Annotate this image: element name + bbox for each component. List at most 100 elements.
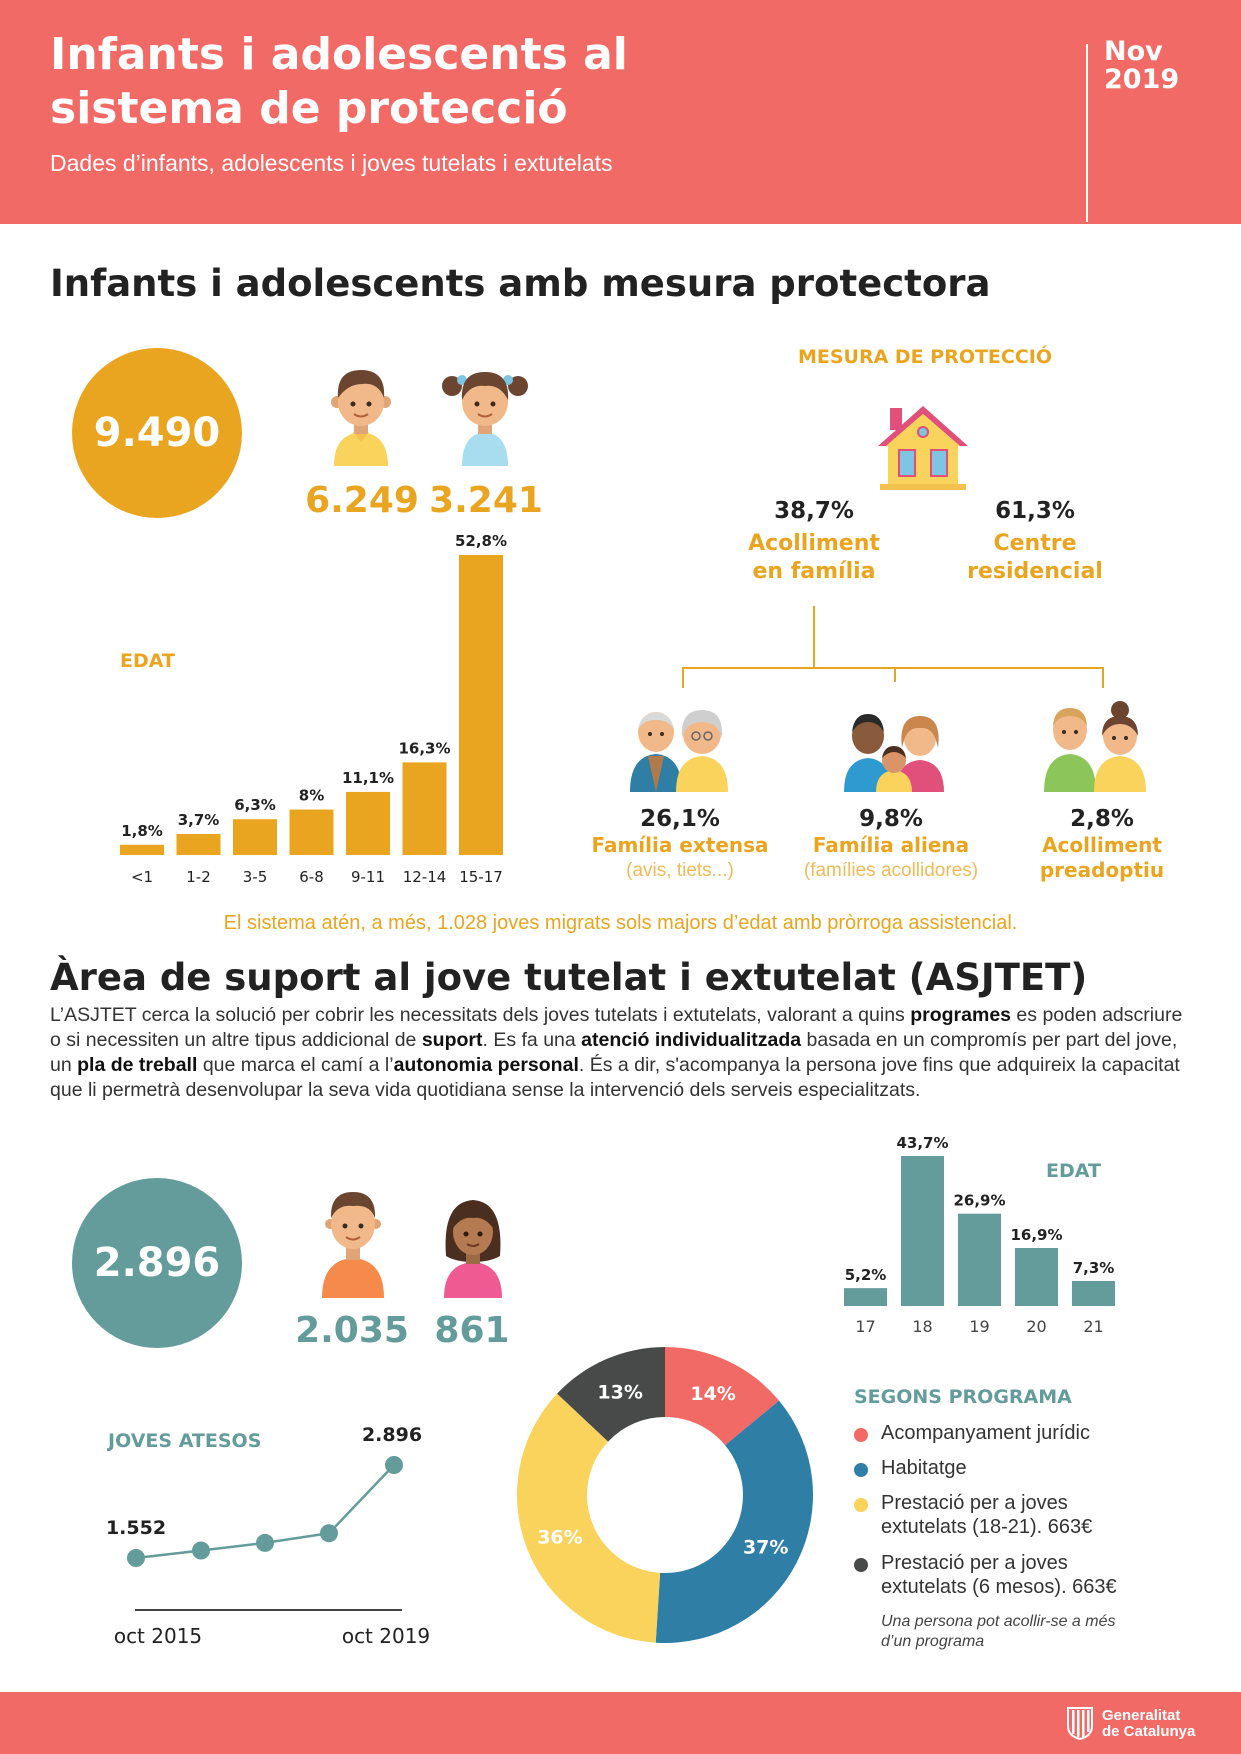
extended-family-label: Família extensa [591,833,769,857]
para-text-4: basada en un compromís per part del jove… [50,1029,1178,1076]
youth-age-bar-18 [901,1156,944,1306]
para-bold-programes: programes [910,1004,1012,1026]
preadoptive-label-1: Acolliment [1042,833,1162,857]
age-bar-9-11 [346,791,390,855]
legend-item-prestacio-6m: Prestació per a joves extutelats (6 meso… [881,1551,1117,1599]
legend-note: Una persona pot acollir-se a més d’un pr… [881,1612,1116,1652]
legend-dot-prestacio-6m [854,1558,868,1572]
age-bar-15-17 [459,555,503,855]
residential-label-1: Centre [993,531,1077,556]
donut-label-prestacio-18-21: 36% [537,1527,582,1549]
preadoptive-label: Acolliment preadoptiu [1012,833,1192,883]
age-bar-1-2 [176,833,221,855]
legend-item-habitatge: Habitatge [881,1456,967,1480]
boys-count: 6.249 [305,480,419,521]
foster-family-note: (famílies acollidores) [803,860,979,881]
youth-age-bar-label-20: 16,9% [1010,1226,1062,1244]
foster-family-label: Família aliena [812,833,970,857]
age-bar-label-15-17: 52,8% [455,532,507,550]
legend-dot-prestacio-18-21 [854,1498,868,1512]
asjtet-description: L’ASJTET cerca la solució per cobrir les… [50,1003,1190,1103]
girls-count: 3.241 [429,480,543,521]
para-text-1: L’ASJTET cerca la solució per cobrir les… [50,1004,911,1026]
migrants-note: El sistema atén, a més, 1.028 joves migr… [223,912,1018,934]
legend-habitatge-label: Habitatge [881,1457,967,1479]
family-care-label: Acolliment en família [724,530,904,586]
donut-slice-habitatge [655,1400,813,1643]
joves-atesos-label-start: 1.552 [106,1517,166,1539]
header-banner: Infants i adolescents al sistema de prot… [0,0,1241,224]
age-tick-3-5: 3-5 [243,868,268,886]
program-legend-title: SEGONS PROGRAMA [854,1386,1072,1408]
page-subtitle: Dades d’infants, adolescents i joves tut… [50,150,613,176]
age-chart-label: EDAT [120,650,175,672]
page-title: Infants i adolescents al sistema de prot… [50,29,628,134]
age-chart2-label: EDAT [1046,1160,1101,1182]
age-bar-chart-svg: 1,8% <1 3,7% 1-2 6,3% 3-5 8% 6-8 11,1% 9-11 16,3% 1… [120,532,507,886]
young-women-count: 861 [434,1310,510,1351]
age-tick-15-17: 15-17 [459,868,503,886]
girl-icon [442,372,528,466]
family-care-label-2: en família [752,559,876,584]
joves-atesos-x-end: oct 2019 [342,1624,430,1648]
generalitat-logo-text: Generalitat de Catalunya [1102,1708,1195,1740]
youth-age-bar-20 [1015,1247,1058,1306]
header-date: Nov 2019 [1104,38,1179,94]
youth-age-bar-label-21: 7,3% [1073,1259,1115,1277]
boy-icon [331,370,391,466]
family-tree-connector [682,606,1104,688]
youth-age-tick-20: 20 [1026,1317,1046,1336]
age-bar-6-8 [289,809,334,855]
residential-label: Centre residencial [945,530,1125,586]
age-bar-label-9-11: 11,1% [342,769,394,787]
para-text-5: que marca el camí a l’ [197,1054,394,1076]
young-men-count: 2.035 [295,1310,409,1351]
donut-slice-prestacio-6m [557,1347,665,1442]
joves-atesos-x-start: oct 2015 [114,1624,202,1648]
age-bar-label-6-8: 8% [299,787,324,805]
young-woman-icon [444,1200,502,1298]
age-bar-label-3-5: 6,3% [234,796,276,814]
youth-age-bar-17 [844,1288,887,1306]
legend-dot-habitatge [854,1463,868,1477]
date-year: 2019 [1104,64,1180,95]
generalitat-logo-icon [1067,1707,1093,1740]
legend-dot-juridic [854,1428,868,1442]
grandparents-icon [630,710,728,792]
age-tick-12-14: 12-14 [403,868,447,886]
family-care-label-1: Acolliment [748,531,880,556]
extended-family-pct: 26,1% [640,806,720,832]
joves-atesos-point-3 [320,1524,338,1543]
para-bold-suport: suport [421,1029,483,1051]
donut-label-habitatge: 37% [743,1536,788,1558]
total-children-value: 9.490 [93,410,221,456]
youth-age-bar-label-18: 43,7% [896,1134,948,1152]
legend-juridic-label: Acompanyament jurídic [881,1422,1090,1444]
legend-prestacio-18-21-line2: extutelats (18-21). 663€ [881,1516,1093,1538]
total-youth-value: 2.896 [93,1240,221,1286]
date-month: Nov [1104,36,1163,67]
legend-prestacio-18-21-line1: Prestació per a joves [881,1492,1068,1514]
joves-atesos-point-2 [256,1533,274,1552]
joves-atesos-label: JOVES ATESOS [108,1430,262,1452]
age-bar-label-1-2: 3,7% [178,811,220,829]
para-text-2: es poden adscriure o si necessiten un al… [50,1004,1183,1051]
youth-age-bar-label-19: 26,9% [953,1192,1005,1210]
legend-item-juridic: Acompanyament jurídic [881,1421,1090,1445]
youth-age-bar-label-17: 5,2% [845,1266,887,1284]
age-bar-12-14 [402,762,447,855]
youth-age-tick-19: 19 [969,1317,989,1336]
joves-atesos-point-4 [385,1456,403,1474]
joves-atesos-line-svg: 1.552 2.896 oct 2015 oct 2019 [106,1424,430,1648]
extended-family-note: (avis, tiets...) [626,860,734,881]
age-tick-1-2: 1-2 [186,868,211,886]
para-bold-autonomia: autonomia personal [393,1054,579,1076]
age-bar-3-5 [233,819,277,855]
family-care-pct: 38,7% [774,498,854,524]
legend-note-line1: Una persona pot acollir-se a més [881,1613,1116,1630]
donut-label-prestacio-6m: 13% [597,1381,642,1403]
age-bar-<1 [120,844,164,855]
joves-atesos-label-end: 2.896 [362,1424,422,1446]
donut-slice-juridic [665,1347,780,1446]
logo-line1: Generalitat [1102,1707,1181,1724]
